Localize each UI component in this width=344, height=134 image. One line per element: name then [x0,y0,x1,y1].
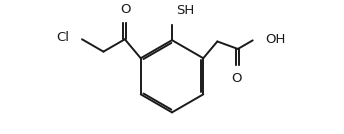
Text: O: O [120,3,131,16]
Text: Cl: Cl [57,31,70,44]
Text: SH: SH [176,4,194,17]
Text: O: O [232,72,242,85]
Text: OH: OH [265,33,286,46]
